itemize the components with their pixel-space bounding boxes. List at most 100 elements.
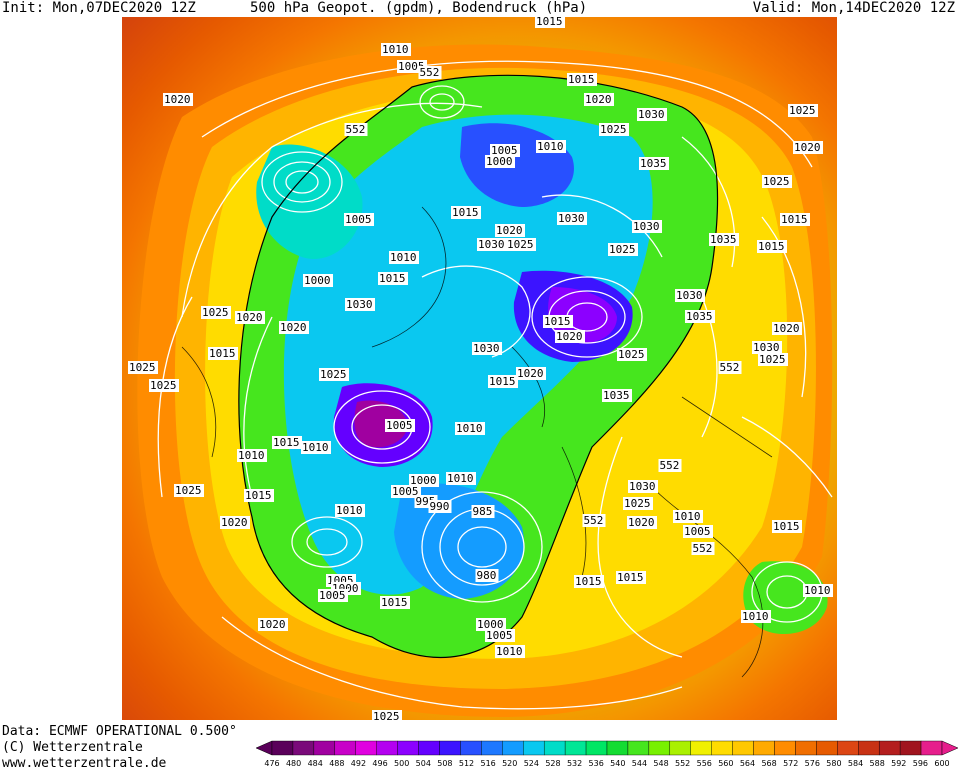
pressure-label: 1020 [220,516,250,529]
pressure-label: 1015 [574,575,604,588]
svg-text:1015: 1015 [489,375,516,388]
svg-text:552: 552 [420,66,440,79]
valid-time-label: Valid: Mon,14DEC2020 12Z [752,0,955,16]
svg-text:552: 552 [584,514,604,527]
pressure-label: 1025 [608,243,638,256]
svg-text:980: 980 [477,569,497,582]
svg-text:1010: 1010 [382,43,409,56]
svg-text:1025: 1025 [624,497,651,510]
svg-text:1000: 1000 [477,618,504,631]
svg-text:1015: 1015 [568,73,595,86]
pressure-label: 552 [691,542,715,555]
svg-text:1030: 1030 [629,480,656,493]
svg-text:1010: 1010 [674,510,701,523]
svg-text:1035: 1035 [640,157,667,170]
svg-text:1020: 1020 [259,618,286,631]
pressure-label: 1010 [237,449,267,462]
pressure-label: 1025 [599,123,629,136]
weather-map[interactable]: 1015 1010 1005 552 1020 1015 1020 1030 552 1025 10… [122,17,837,720]
map-title: 500 hPa Geopot. (gpdm), Bodendruck (hPa) [250,0,588,16]
pressure-label: 1000 [476,618,506,631]
pressure-label: 1000 [409,474,439,487]
pressure-label: 1030 [637,108,667,121]
pressure-label: 1015 [378,272,408,285]
svg-text:1020: 1020 [236,311,263,324]
pressure-label: 552 [344,123,368,136]
scale-tick-label: 524 [524,759,539,768]
svg-text:1010: 1010 [238,449,265,462]
pressure-label: 1020 [516,367,546,380]
svg-text:552: 552 [346,123,366,136]
svg-text:552: 552 [693,542,713,555]
scale-tick-label: 528 [545,759,560,768]
scale-cell [334,740,356,756]
pressure-label: 1025 [758,353,788,366]
pressure-label: 1020 [279,321,309,334]
svg-text:1025: 1025 [320,368,347,381]
scale-cell [292,740,315,756]
svg-text:990: 990 [430,500,450,513]
pressure-label: 1005 [318,589,348,602]
scale-tick-label: 496 [372,759,387,768]
pressure-label: 1025 [617,348,647,361]
svg-text:1035: 1035 [686,310,713,323]
svg-text:1035: 1035 [710,233,737,246]
svg-text:1015: 1015 [758,240,785,253]
scale-tick-label: 580 [826,759,841,768]
scale-cell [606,740,629,756]
pressure-label: 1005 [391,485,421,498]
pressure-label: 1000 [485,155,515,168]
scale-tick-label: 592 [891,759,906,768]
pressure-label: 1005 [385,419,415,432]
svg-text:1030: 1030 [676,289,703,302]
svg-text:1025: 1025 [789,104,816,117]
pressure-label: 1020 [584,93,614,106]
svg-text:1025: 1025 [763,175,790,188]
svg-text:1025: 1025 [600,123,627,136]
svg-text:1025: 1025 [150,379,177,392]
pressure-label: 1015 [208,347,238,360]
svg-text:1005: 1005 [392,485,419,498]
svg-text:1030: 1030 [478,238,505,251]
scale-tick-label: 520 [502,759,517,768]
contour-552 [238,74,719,659]
svg-text:1020: 1020 [628,516,655,529]
pressure-label: 1020 [163,93,193,106]
scale-cell [439,740,461,756]
svg-text:1015: 1015 [379,272,406,285]
pressure-label: 1015 [567,73,597,86]
scale-cell [648,740,671,756]
scale-tick-label: 560 [718,759,733,768]
central-magenta-core [354,400,408,448]
svg-text:1015: 1015 [209,347,236,360]
scale-cell [669,740,691,756]
scale-arrow-low [256,740,273,756]
pressure-label: 1005 [490,144,520,157]
website-link[interactable]: www.wetterzentrale.de [2,756,167,771]
scale-cell [858,740,880,756]
pressure-label: 1010 [335,504,365,517]
pressure-label: 1025 [788,104,818,117]
pressure-label: 1025 [149,379,179,392]
svg-text:552: 552 [660,459,680,472]
svg-text:1010: 1010 [447,472,474,485]
isobar-lines [157,60,833,710]
pressure-label: 1035 [639,157,669,170]
svg-text:1005: 1005 [398,60,425,73]
scale-cell [711,740,733,756]
svg-text:1000: 1000 [410,474,437,487]
scale-cell [313,740,336,756]
svg-text:1005: 1005 [486,629,513,642]
pressure-label: 1025 [762,175,792,188]
svg-text:1015: 1015 [245,489,272,502]
scale-cell [627,740,650,756]
svg-text:1020: 1020 [556,330,583,343]
svg-text:985: 985 [473,505,493,518]
scale-cell [837,740,859,756]
svg-text:1030: 1030 [633,220,660,233]
pressure-label: 1025 [174,484,204,497]
pressure-label: 1010 [389,251,419,264]
svg-text:1010: 1010 [302,441,329,454]
svg-text:1035: 1035 [603,389,630,402]
